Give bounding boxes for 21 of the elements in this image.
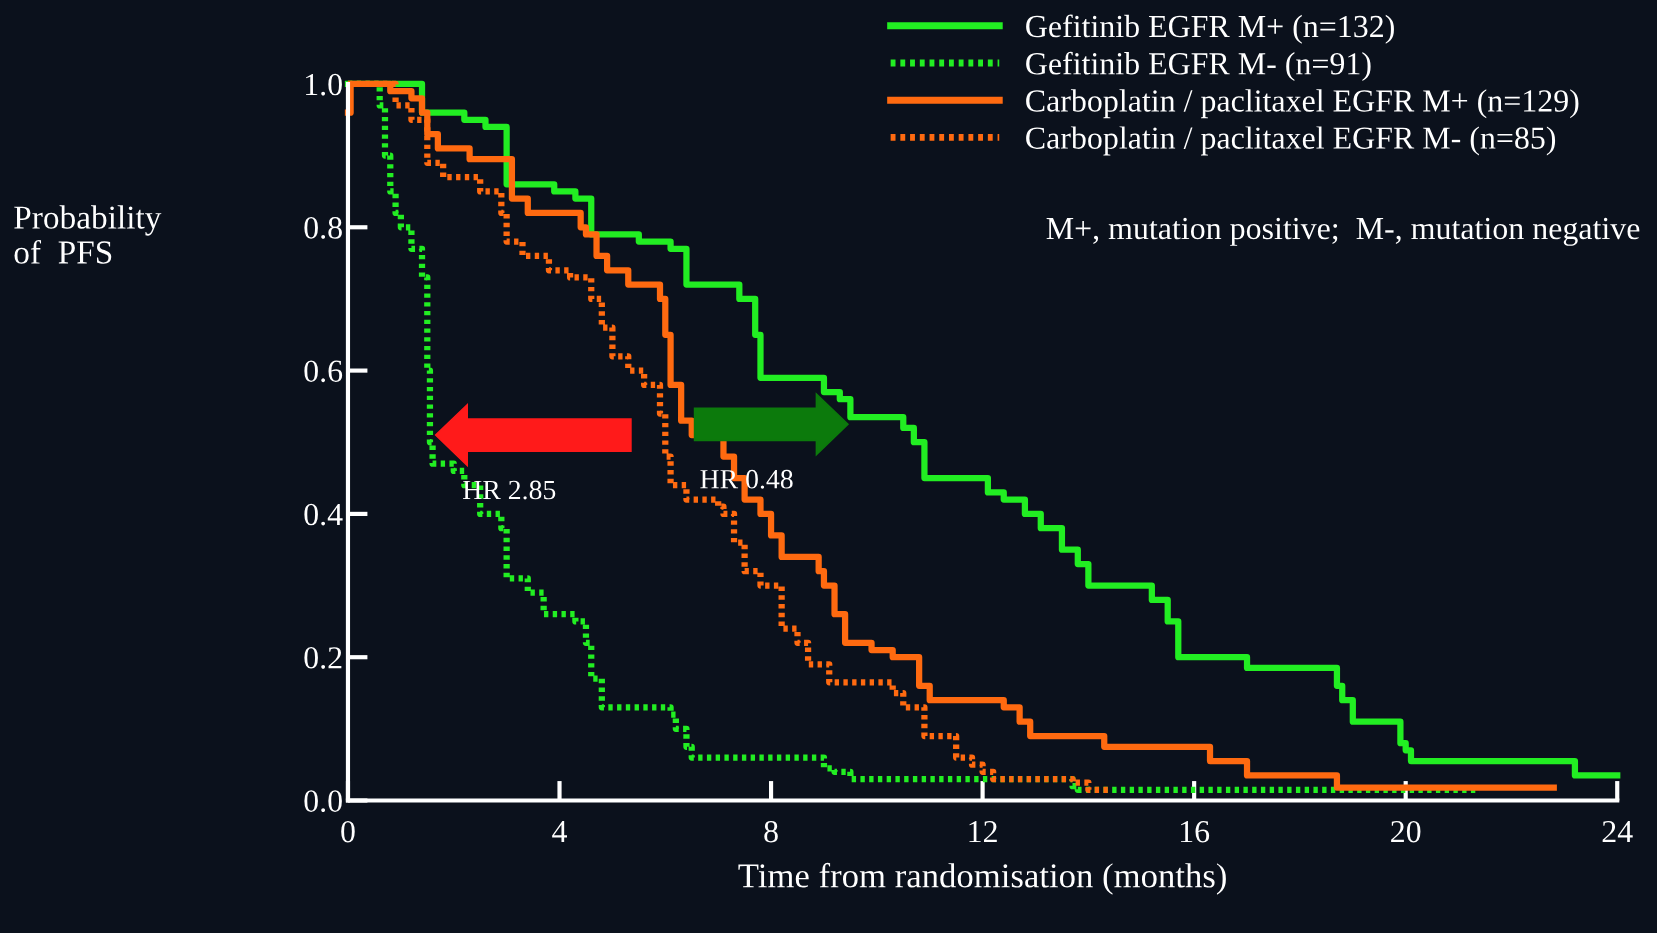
x-tick-label: 16 bbox=[1180, 820, 1210, 843]
x-tick-label: 8 bbox=[764, 820, 778, 843]
x-tick-label: 20 bbox=[1391, 820, 1421, 843]
x-tick-label: 12 bbox=[969, 820, 997, 843]
y-tick-label: 0.0 bbox=[304, 790, 342, 813]
y-tick-label: 0.8 bbox=[304, 217, 342, 239]
x-tick-label: 24 bbox=[1602, 820, 1633, 843]
legend-label: Gefitinib EGFR M- (n=91) bbox=[1026, 51, 1371, 82]
y-tick-label: 0.4 bbox=[304, 503, 343, 526]
y-tick-label: 0.6 bbox=[304, 360, 343, 383]
x-axis-title: Time from randomisation (months) bbox=[738, 862, 1226, 895]
legend-label: Carboplatin / paclitaxel EGFR M- (n=85) bbox=[1026, 126, 1556, 156]
legend-label: Carboplatin / paclitaxel EGFR M+ (n=129) bbox=[1026, 89, 1579, 119]
y-tick-label: 1.0 bbox=[305, 73, 342, 96]
annotation: M+, mutation positive; M-, mutation negative bbox=[1046, 217, 1640, 246]
x-tick-label: 0 bbox=[341, 820, 355, 843]
x-tick-label: 4 bbox=[552, 821, 567, 843]
legend-label: Gefitinib EGFR M+ (n=132) bbox=[1026, 14, 1394, 44]
y-tick-label: 0.2 bbox=[304, 647, 342, 669]
y-axis-title: Probability of PFS bbox=[14, 205, 162, 264]
annotation: HR 2.85 bbox=[463, 480, 556, 500]
